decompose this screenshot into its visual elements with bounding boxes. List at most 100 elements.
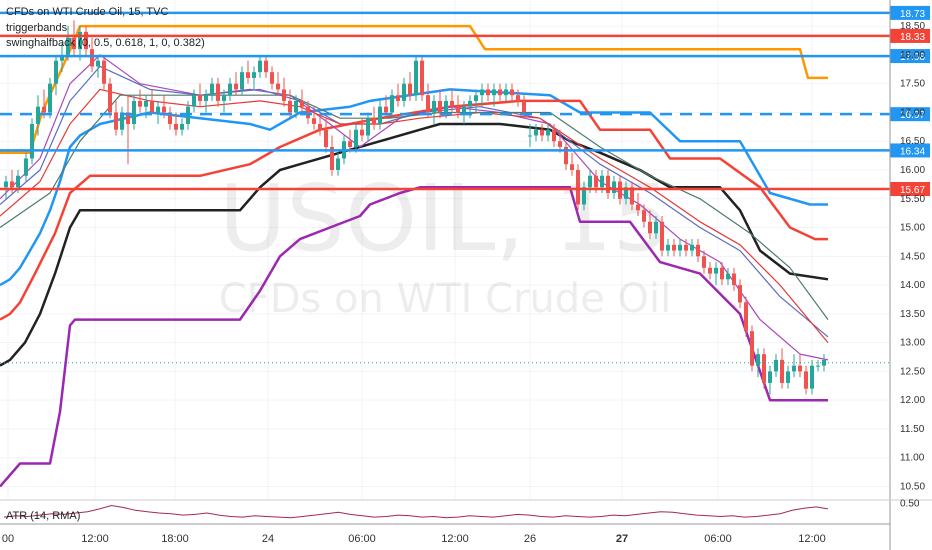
candle-body <box>756 354 760 366</box>
level-tag-label: 17.98 <box>900 52 925 63</box>
candle-body <box>294 100 298 113</box>
level-tag-label: 16.97 <box>900 110 925 121</box>
y-tick-label: 10.50 <box>900 481 925 492</box>
candle-body <box>102 60 106 84</box>
y-tick-label: 15.00 <box>900 223 925 234</box>
candle-body <box>108 83 112 113</box>
candle-body <box>168 112 172 124</box>
y-tick-label: 12.50 <box>900 366 925 377</box>
candle-body <box>222 95 226 101</box>
candle-body <box>744 302 748 332</box>
horizontal-levels: 18.73 18.33 17.98 16.97 16.34 15.67 <box>0 5 930 364</box>
candle-body <box>804 371 808 389</box>
candle-body <box>16 175 20 188</box>
candle-body <box>210 83 214 96</box>
candle-body <box>420 60 424 96</box>
candle-body <box>30 123 34 159</box>
candle-body <box>234 83 238 90</box>
candle-body <box>720 267 724 280</box>
candle-body <box>528 135 532 137</box>
level-tag-label: 16.34 <box>900 146 925 157</box>
legend-atr[interactable]: ATR (14, RMA) <box>6 510 81 522</box>
candle-body <box>570 164 574 170</box>
y-tick-label: 14.00 <box>900 280 925 291</box>
candle-body <box>306 106 310 119</box>
candle-body <box>132 100 136 124</box>
candle-body <box>258 60 262 73</box>
level-tag-label: 18.33 <box>900 32 925 43</box>
candle-body <box>78 31 82 50</box>
candle-body <box>66 37 70 55</box>
x-tick-label: 12:00 <box>441 533 469 545</box>
legend-triggerbands[interactable]: triggerbands <box>6 22 68 34</box>
candle-body <box>588 175 592 188</box>
level-tag-label: 15.67 <box>900 185 925 196</box>
candle-body <box>264 60 268 73</box>
candle-body <box>96 60 100 67</box>
legend-title[interactable]: CFDs on WTI Crude Oil, 15, TVC <box>6 6 169 18</box>
candle-body <box>678 244 682 251</box>
candle-body <box>636 204 640 211</box>
legend-swinghalfback[interactable]: swinghalfback (0, 0.5, 0.618, 1, 0, 0.38… <box>6 37 205 49</box>
y-tick-label: 13.00 <box>900 338 925 349</box>
candle-body <box>198 95 202 101</box>
candle-body <box>798 365 802 372</box>
candle-body <box>450 100 454 107</box>
candle-body <box>414 60 418 96</box>
candle-body <box>126 112 130 124</box>
candle-body <box>156 106 160 113</box>
candle-body <box>192 95 196 107</box>
candle-body <box>750 331 754 366</box>
candle-body <box>10 181 14 188</box>
candle-body <box>42 106 46 113</box>
candle-body <box>462 106 466 113</box>
candle-body <box>486 89 490 96</box>
candle-body <box>72 37 76 50</box>
time-axis: 00 12:00 18:00 24 06:00 12:00 26 27 06:00 12:00 <box>0 523 890 545</box>
x-tick-label: 26 <box>524 533 536 545</box>
candle-body <box>594 175 598 188</box>
level-tag <box>890 107 930 122</box>
candle-body <box>276 83 280 90</box>
y-tick-label: 17.00 <box>900 107 925 118</box>
candle-body <box>624 187 628 199</box>
candle-body <box>816 365 820 367</box>
candle-body <box>552 129 556 142</box>
candle-body <box>726 273 730 280</box>
candle-body <box>48 83 52 113</box>
candle-body <box>252 72 256 78</box>
candle-body <box>546 129 550 136</box>
candle-body <box>438 100 442 113</box>
candle-body <box>576 170 580 205</box>
candle-body <box>504 89 508 96</box>
x-tick-label: 12:00 <box>798 533 826 545</box>
candle-body <box>216 83 220 101</box>
candle-body <box>180 123 184 130</box>
candle-body <box>318 123 322 130</box>
candle-body <box>690 244 694 251</box>
candle-body <box>558 141 562 147</box>
candle-body <box>360 129 364 136</box>
candle-body <box>540 129 544 136</box>
candle-body <box>582 187 586 205</box>
candle-body <box>642 210 646 222</box>
candle-body <box>396 95 400 101</box>
candle-body <box>708 267 712 274</box>
candle-body <box>138 100 142 107</box>
atr-pane: 0.50 <box>0 498 932 519</box>
watermark: USOIL, 15 CFDs on WTI Crude Oil <box>219 165 671 322</box>
candle-body <box>660 221 664 251</box>
candle-body <box>384 106 388 113</box>
candle-body <box>120 112 124 130</box>
candle-body <box>672 244 676 251</box>
candle-body <box>402 83 406 101</box>
candle-body <box>714 267 718 274</box>
candle-body <box>738 285 742 303</box>
candle-body <box>288 100 292 113</box>
candle-body <box>612 181 616 194</box>
x-tick-label: 27 <box>616 533 628 545</box>
candle-body <box>36 106 40 124</box>
candle-body <box>270 72 274 84</box>
y-tick-label: 11.00 <box>900 453 925 464</box>
